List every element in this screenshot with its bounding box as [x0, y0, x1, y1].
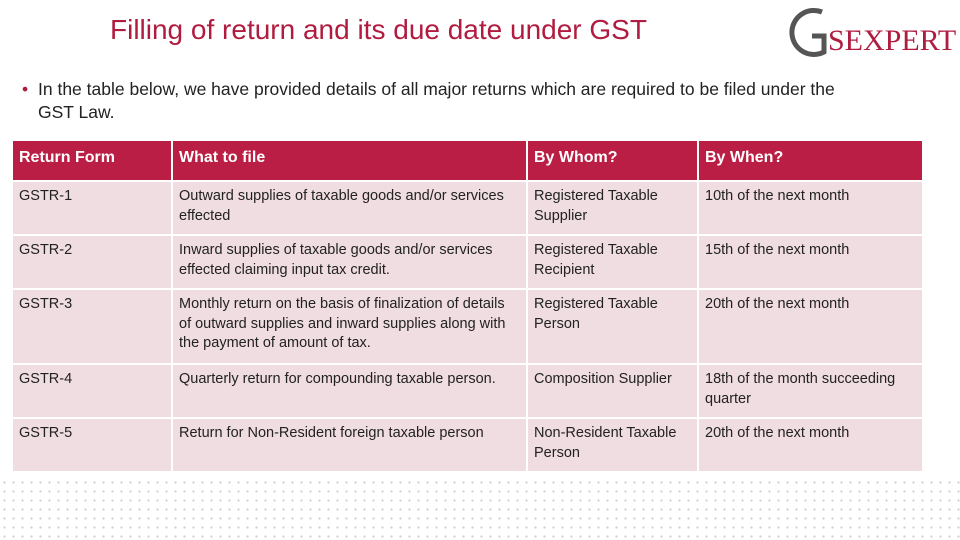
- bullet: • In the table below, we have provided de…: [22, 78, 858, 124]
- table-row: GSTR-4 Quarterly return for compounding t…: [11, 363, 924, 419]
- table-cell: 18th of the month succeeding quarter: [697, 363, 924, 419]
- table-cell: Outward supplies of taxable goods and/or…: [171, 180, 528, 236]
- table-cell: GSTR-2: [11, 234, 173, 290]
- table-body: GSTR-1 Outward supplies of taxable goods …: [11, 180, 924, 473]
- table-cell: 10th of the next month: [697, 180, 924, 236]
- table-cell: Registered Taxable Recipient: [526, 234, 699, 290]
- table-row: GSTR-3 Monthly return on the basis of fin…: [11, 288, 924, 365]
- bullet-dot: •: [22, 79, 29, 99]
- table-cell: Quarterly return for compounding taxable…: [171, 363, 528, 419]
- table-cell: Composition Supplier: [526, 363, 699, 419]
- header-cell: By Whom?: [526, 139, 699, 182]
- header-cell: Return Form: [11, 139, 173, 182]
- header-row: Return Form What to file By Whom? By When?: [11, 139, 924, 182]
- table-cell: 20th of the next month: [697, 417, 924, 473]
- table-cell: Non-Resident Taxable Person: [526, 417, 699, 473]
- header-cell: What to file: [171, 139, 528, 182]
- table-cell: Registered Taxable Supplier: [526, 180, 699, 236]
- table-cell: GSTR-4: [11, 363, 173, 419]
- table-cell: Registered Taxable Person: [526, 288, 699, 365]
- table-row: GSTR-5 Return for Non-Resident foreign ta…: [11, 417, 924, 473]
- table-row: GSTR-2 Inward supplies of taxable goods a…: [11, 234, 924, 290]
- dotted-band: [0, 478, 960, 540]
- logo-text: SEXPERT: [828, 24, 956, 57]
- table-cell: GSTR-3: [11, 288, 173, 365]
- table-cell: 20th of the next month: [697, 288, 924, 365]
- table-cell: GSTR-1: [11, 180, 173, 236]
- header-cell: By When?: [697, 139, 924, 182]
- logo: SEXPERT: [789, 7, 956, 57]
- slide-title: Filling of return and its due date under…: [110, 14, 647, 45]
- table-cell: 15th of the next month: [697, 234, 924, 290]
- table-cell: Inward supplies of taxable goods and/or …: [171, 234, 528, 290]
- table-row: GSTR-1 Outward supplies of taxable goods …: [11, 180, 924, 236]
- table-cell: Monthly return on the basis of finalizat…: [171, 288, 528, 365]
- table-cell: GSTR-5: [11, 417, 173, 473]
- returns-table: Return Form What to file By Whom? By When? …: [11, 139, 924, 473]
- logo-mark: [789, 7, 827, 57]
- table-cell: Return for Non-Resident foreign taxable …: [171, 417, 528, 473]
- bullet-text: In the table below, we have provided det…: [38, 79, 835, 122]
